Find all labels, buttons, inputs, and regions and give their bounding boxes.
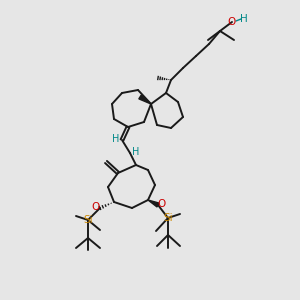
Polygon shape [148,200,159,207]
Text: Si: Si [83,215,93,225]
Text: H: H [112,134,120,144]
Text: O: O [92,202,100,212]
Text: O: O [158,199,166,209]
Text: H: H [240,14,248,24]
Text: H: H [132,147,140,157]
Text: O: O [228,17,236,27]
Text: Si: Si [163,213,173,223]
Polygon shape [139,95,151,104]
